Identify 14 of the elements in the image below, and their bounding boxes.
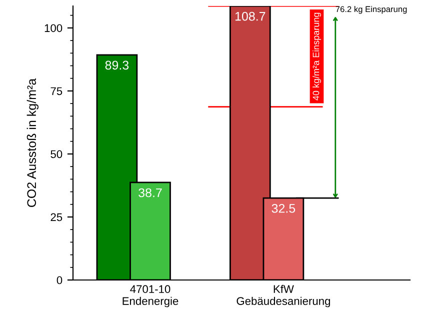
y-tick-label: 25 bbox=[50, 213, 62, 222]
y-tick-label: 75 bbox=[50, 87, 62, 96]
y-tick-label: 100 bbox=[44, 24, 62, 32]
data-label: 89.3 bbox=[105, 60, 129, 70]
data-label: 38.7 bbox=[138, 188, 162, 198]
data-label: 32.5 bbox=[272, 204, 296, 213]
x-tick-label: KfW Gebäudesanierung bbox=[236, 284, 330, 308]
annotation: 76.2 kg Einsparung bbox=[336, 6, 407, 14]
annotation: 40 kg/m²a Einsparung bbox=[312, 12, 321, 100]
data-label: 108.7 bbox=[235, 12, 266, 21]
x-tick-label: 4701-10 Endenergie bbox=[122, 285, 178, 308]
y-tick-label: 50 bbox=[50, 150, 62, 158]
y-axis-title: CO2 Ausstoß in kg/m²a bbox=[26, 78, 38, 207]
y-tick-label: 0 bbox=[56, 276, 62, 284]
